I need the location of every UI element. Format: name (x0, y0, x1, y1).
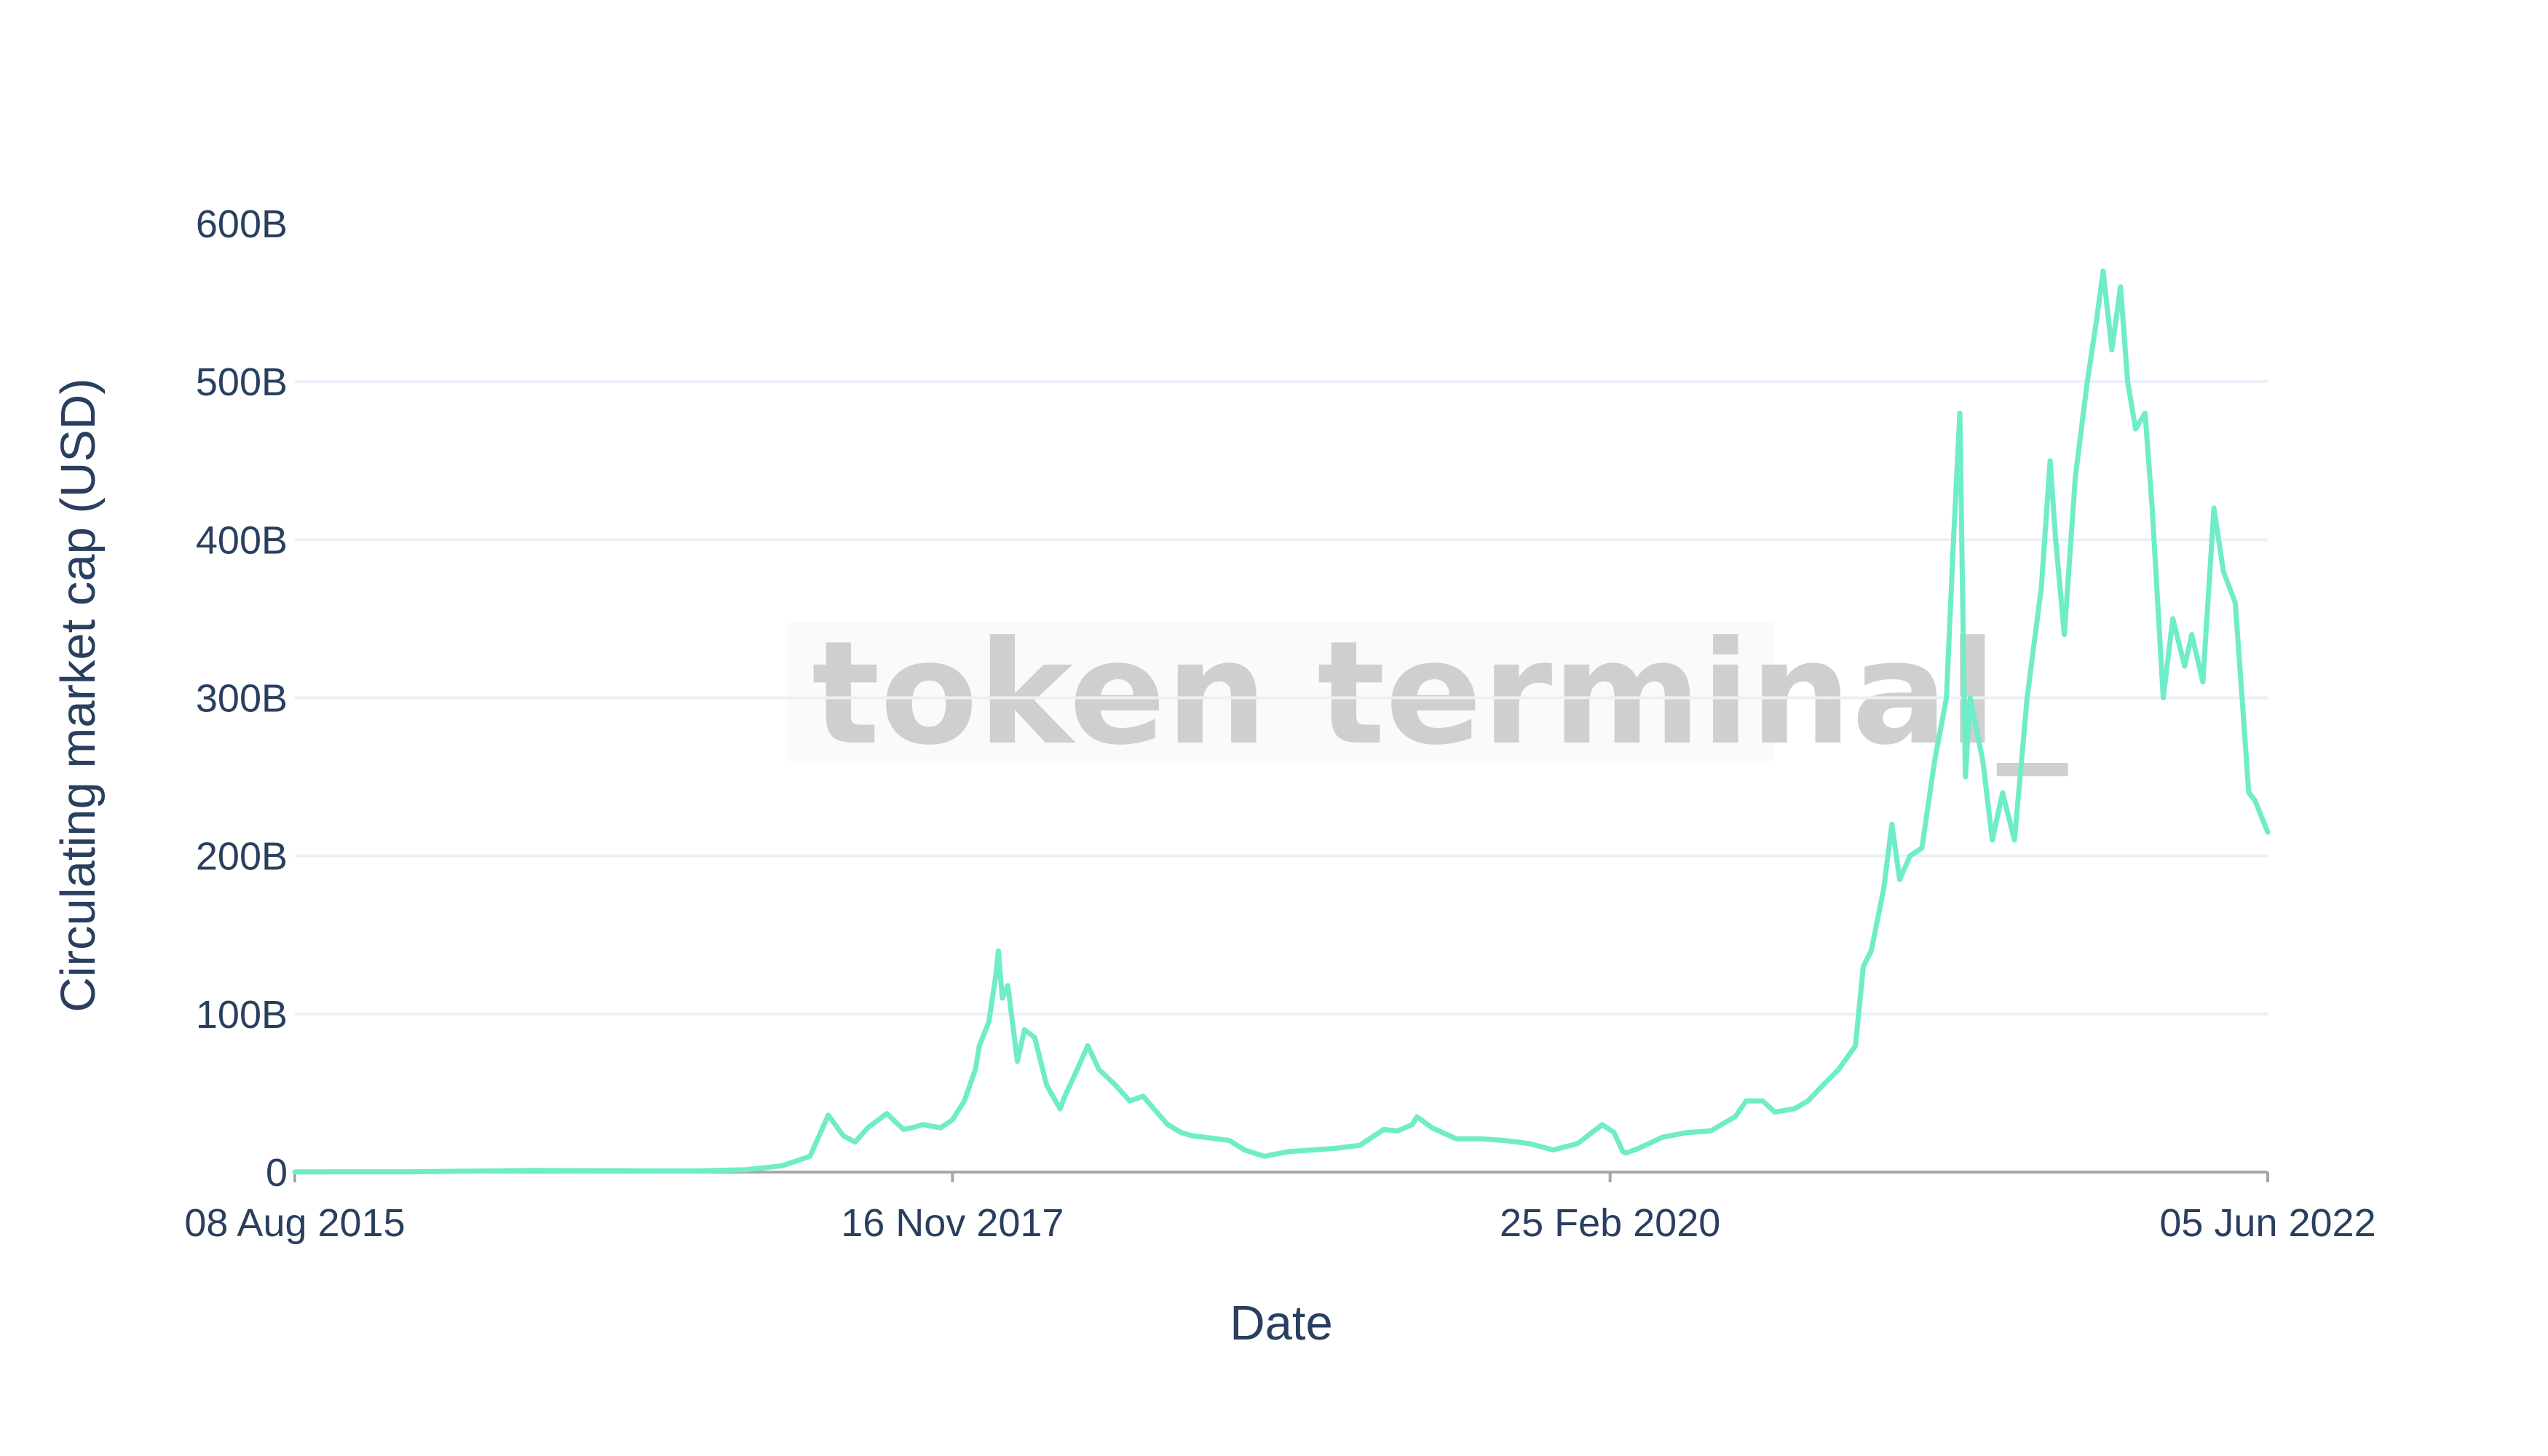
x-tick-label: 08 Aug 2015 (184, 1201, 405, 1245)
y-tick-label: 100B (196, 993, 288, 1037)
y-tick-label: 600B (196, 202, 288, 246)
y-tick-label: 200B (196, 835, 288, 879)
y-axis-ticks: 0 100B 200B 300B 400B 500B 600B (196, 202, 288, 1195)
series-line (292, 268, 2271, 1175)
y-tick-label: 300B (196, 677, 288, 721)
x-axis-title: Date (1230, 1296, 1333, 1350)
gridlines (295, 380, 2268, 1016)
x-tick-label: 16 Nov 2017 (841, 1201, 1064, 1245)
x-tick-label: 25 Feb 2020 (1500, 1201, 1720, 1245)
x-axis-ticks: 08 Aug 2015 16 Nov 2017 25 Feb 2020 05 Jun … (184, 1172, 2376, 1245)
watermark-logo: token terminal_ (788, 611, 2068, 777)
y-tick-label: 500B (196, 360, 288, 404)
watermark-text: token terminal_ (812, 611, 2068, 777)
x-tick-label: 05 Jun 2022 (2159, 1201, 2375, 1245)
y-tick-label: 400B (196, 518, 288, 562)
y-tick-label: 0 (266, 1151, 288, 1195)
y-axis-title: Circulating market cap (USD) (51, 378, 106, 1012)
